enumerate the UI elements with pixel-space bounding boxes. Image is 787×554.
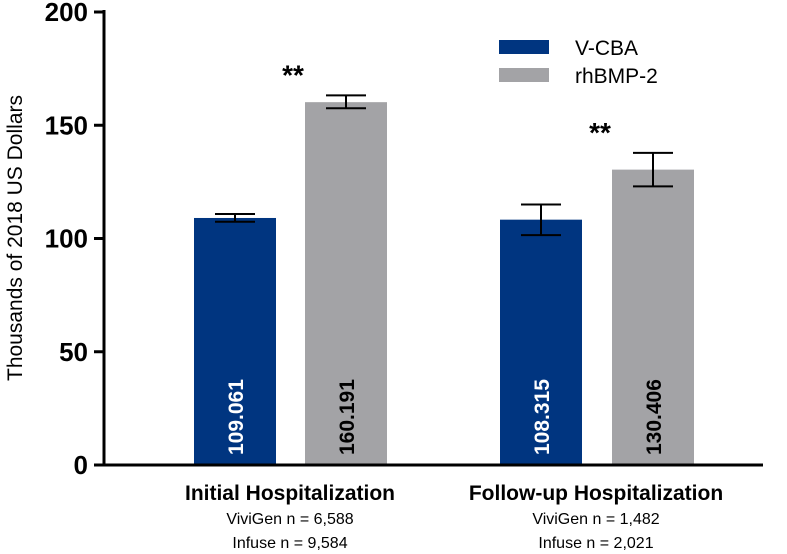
bar-v-cba: [500, 219, 582, 465]
bar-value-label: 130.406: [643, 379, 666, 455]
y-tick-label: 50: [59, 337, 88, 367]
x-group-sublabel: ViviGen n = 6,588: [226, 511, 353, 528]
y-axis-label: Thousands of 2018 US Dollars: [4, 95, 27, 381]
significance-marker: **: [282, 59, 304, 90]
legend-swatch: [499, 68, 549, 82]
legend-label: rhBMP-2: [575, 65, 658, 88]
legend-label: V-CBA: [575, 37, 638, 60]
bar-v-cba: [194, 217, 276, 465]
y-tick-label: 100: [45, 224, 88, 254]
x-group-label: Initial Hospitalization: [185, 482, 395, 505]
bars-layer: 109.061 160.191 ** 108.315 130.406 **: [194, 59, 694, 465]
bar-rhbmp-2: [612, 169, 694, 465]
y-tick-label: 200: [45, 0, 88, 27]
x-group-sublabel: ViviGen n = 1,482: [532, 511, 659, 528]
bar-value-label: 109.061: [225, 379, 248, 455]
x-group-sublabel: Infuse n = 9,584: [232, 535, 347, 552]
bar-value-label: 160.191: [336, 379, 359, 455]
y-tick-label: 0: [74, 450, 88, 480]
legend: V-CBA rhBMP-2: [499, 37, 658, 88]
bar-rhbmp-2: [305, 102, 387, 465]
bar-value-label: 108.315: [531, 379, 554, 455]
legend-swatch: [499, 40, 549, 54]
x-group-label: Follow-up Hospitalization: [469, 482, 723, 505]
significance-marker: **: [589, 117, 611, 148]
x-group-sublabel: Infuse n = 2,021: [538, 535, 653, 552]
x-axis: Initial Hospitalization ViviGen n = 6,588…: [102, 463, 763, 552]
y-tick-label: 150: [45, 110, 88, 140]
y-axis: 0 50 100 150 200: [45, 0, 106, 480]
